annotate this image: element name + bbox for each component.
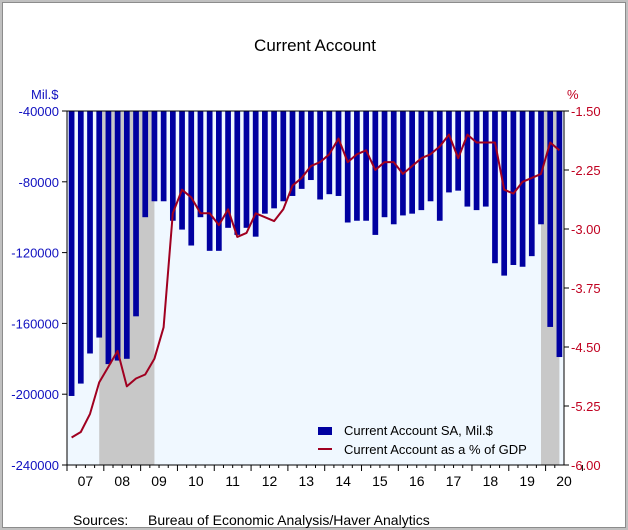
right-tick-label-2: -3.00	[571, 222, 601, 237]
left-tick-label-0: -40000	[19, 104, 59, 119]
sources-text: Bureau of Economic Analysis/Haver Analyt…	[148, 512, 430, 528]
bar-2015-Q3	[381, 111, 388, 218]
bar-2009-Q1	[142, 111, 149, 218]
bar-2008-Q3	[123, 111, 130, 359]
right-tick-label-6: -6.00	[571, 458, 601, 473]
left-tick-label-2: -120000	[11, 246, 59, 261]
bar-2017-Q3	[455, 111, 462, 191]
x-tick-label-17: 17	[446, 473, 462, 489]
chart-title: Current Account	[254, 36, 376, 55]
bar-2014-Q3	[344, 111, 351, 223]
x-tick-label-19: 19	[519, 473, 535, 489]
bar-2018-Q2	[482, 111, 489, 207]
right-axis-unit: %	[567, 87, 579, 102]
bar-2010-Q2	[188, 111, 195, 246]
right-tick-label-5: -5.25	[571, 399, 601, 414]
legend: Current Account SA, Mil.$ Current Accoun…	[318, 423, 527, 457]
bar-2016-Q3	[418, 111, 425, 211]
right-tick-label-1: -2.25	[571, 163, 601, 178]
x-tick-label-07: 07	[78, 473, 94, 489]
x-tick-label-09: 09	[151, 473, 167, 489]
right-tick-label-4: -4.50	[571, 340, 601, 355]
x-tick-label-15: 15	[372, 473, 388, 489]
bar-2011-Q1	[216, 111, 222, 251]
left-tick-label-1: -80000	[19, 175, 59, 190]
bar-2017-Q2	[446, 111, 452, 193]
bar-2011-Q3	[234, 111, 241, 235]
bar-2008-Q1	[105, 111, 112, 365]
bar-2007-Q4	[96, 111, 103, 338]
left-tick-label-3: -160000	[11, 316, 59, 331]
line-series-pct-gdp	[71, 133, 561, 439]
chart-canvas: Current Account Mil.$ % -40000 -80000 -120…	[11, 36, 601, 528]
sources-label: Sources:	[73, 512, 128, 528]
bar-2009-Q2	[151, 111, 158, 202]
right-tick-label-3: -3.75	[571, 281, 601, 296]
bar-2013-Q1	[289, 111, 296, 196]
x-tick-label-18: 18	[483, 473, 499, 489]
x-tick-label-20: 20	[556, 473, 572, 489]
x-tick-label-10: 10	[188, 473, 204, 489]
bar-2012-Q4	[280, 111, 287, 202]
bar-2016-Q1	[400, 111, 406, 216]
bar-2016-Q4	[427, 111, 434, 202]
bar-2019-Q3	[528, 111, 535, 257]
x-tick-label-16: 16	[409, 473, 425, 489]
bar-2014-Q2	[335, 111, 342, 196]
bar-2015-Q4	[390, 111, 397, 225]
x-tick-label-12: 12	[262, 473, 278, 489]
bar-2009-Q4	[169, 111, 176, 221]
bar-2013-Q4	[317, 111, 323, 200]
bar-2015-Q1	[363, 111, 369, 221]
left-tick-label-5: -240000	[11, 458, 59, 473]
x-tick-label-08: 08	[114, 473, 130, 489]
bar-2015-Q2	[372, 111, 379, 235]
left-tick-label-4: -200000	[11, 387, 59, 402]
bar-2018-Q3	[492, 111, 498, 264]
bar-2007-Q2	[77, 111, 84, 384]
bar-2009-Q3	[160, 111, 167, 202]
bar-2008-Q4	[133, 111, 139, 317]
bar-2008-Q2	[114, 111, 121, 361]
bar-2020-Q1	[547, 111, 554, 327]
bar-2013-Q3	[308, 111, 314, 181]
bar-2018-Q4	[501, 111, 508, 276]
bar-2010-Q3	[197, 111, 204, 218]
bar-2017-Q4	[464, 111, 471, 207]
bar-2012-Q2	[262, 111, 268, 214]
legend-label-line: Current Account as a % of GDP	[344, 442, 527, 457]
bar-2020-Q2	[556, 111, 563, 358]
bar-2019-Q1	[510, 111, 517, 265]
bar-2016-Q2	[409, 111, 415, 214]
legend-swatch-bar	[318, 427, 332, 435]
right-tick-label-0: -1.50	[571, 104, 601, 119]
bar-2010-Q4	[206, 111, 213, 251]
bar-2019-Q2	[519, 111, 526, 267]
x-tick-label-13: 13	[299, 473, 315, 489]
left-axis-unit: Mil.$	[31, 87, 59, 102]
bar-2010-Q1	[179, 111, 185, 230]
bar-2011-Q2	[225, 111, 231, 228]
bar-2017-Q1	[436, 111, 443, 221]
x-tick-label-14: 14	[335, 473, 351, 489]
bar-2011-Q4	[243, 111, 250, 228]
bar-2013-Q2	[298, 111, 305, 189]
bar-2007-Q3	[87, 111, 93, 354]
bar-2019-Q4	[538, 111, 544, 225]
bar-2014-Q4	[354, 111, 360, 221]
bar-2012-Q1	[252, 111, 259, 237]
bar-2007-Q1	[68, 111, 75, 396]
legend-label-bar: Current Account SA, Mil.$	[344, 423, 494, 438]
bar-2018-Q1	[473, 111, 480, 211]
x-tick-label-11: 11	[225, 473, 240, 489]
bar-2012-Q3	[271, 111, 277, 209]
